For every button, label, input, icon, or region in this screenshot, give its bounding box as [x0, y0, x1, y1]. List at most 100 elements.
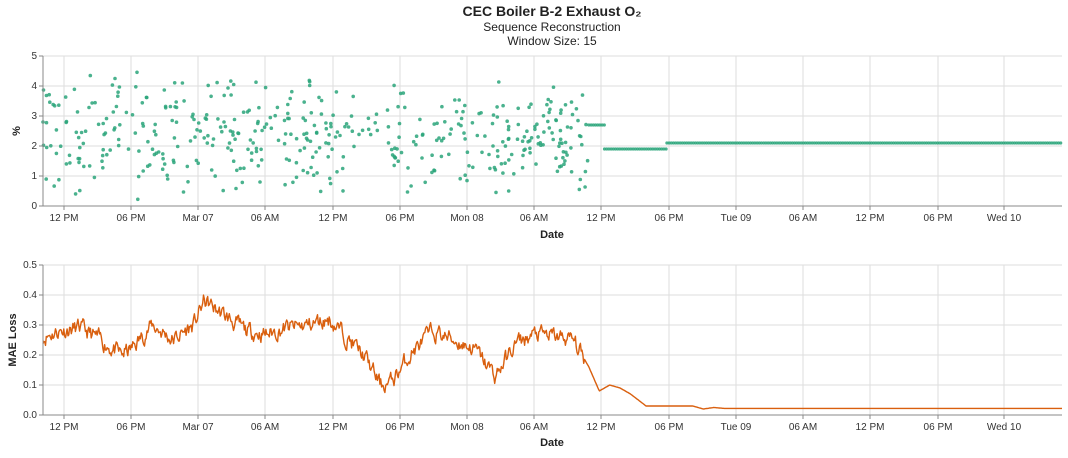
o2-point [979, 141, 984, 145]
o2-point [707, 141, 711, 145]
o2-point [275, 105, 280, 110]
mae-loss-line [42, 294, 1062, 410]
o2-point [876, 141, 880, 145]
o2-point [430, 153, 434, 157]
o2-point [1041, 141, 1045, 145]
o2-y-tick-label: 2 [31, 141, 37, 152]
o2-point [324, 141, 328, 145]
o2-point [814, 141, 819, 145]
o2-x-tick-label: 06 PM [924, 213, 953, 224]
o2-point [298, 148, 302, 153]
o2-point [401, 91, 406, 95]
o2-point [491, 113, 496, 117]
o2-point [163, 106, 168, 110]
o2-point [720, 141, 724, 145]
o2-point [457, 98, 462, 102]
o2-point [305, 170, 310, 175]
o2-point [222, 120, 226, 124]
mae-y-tick-label: 0.3 [23, 320, 37, 331]
o2-point [439, 154, 444, 159]
o2-point [801, 141, 805, 145]
o2-x-tick-label: Tue 09 [721, 213, 752, 224]
o2-point [287, 158, 292, 163]
o2-point [206, 83, 210, 88]
o2-point [759, 141, 764, 145]
o2-point [495, 149, 500, 153]
o2-point [542, 130, 546, 134]
o2-point [724, 141, 728, 145]
o2-point [210, 143, 215, 148]
mae-y-tick-label: 0.4 [23, 290, 37, 301]
o2-point [397, 135, 401, 139]
o2-point [709, 141, 713, 145]
o2-point [488, 166, 492, 171]
o2-point [175, 144, 180, 149]
o2-point [931, 141, 935, 145]
o2-point [440, 104, 444, 109]
chart-window-size: Window Size: 15 [507, 34, 597, 48]
mae-x-tick-label: Mon 08 [450, 422, 484, 433]
o2-point [241, 110, 246, 114]
o2-point [229, 93, 233, 97]
o2-point [773, 141, 777, 145]
o2-point [973, 141, 977, 145]
o2-point [569, 126, 573, 130]
o2-point [559, 108, 563, 112]
o2-point [863, 141, 867, 145]
o2-point [213, 174, 217, 178]
o2-point [742, 141, 746, 145]
o2-point [405, 190, 410, 194]
o2-point [569, 170, 574, 174]
o2-point [251, 141, 255, 145]
o2-point [328, 181, 333, 186]
o2-point [704, 141, 709, 145]
o2-point [44, 93, 49, 98]
o2-point [341, 155, 346, 159]
o2-point [674, 141, 678, 145]
o2-point [64, 162, 69, 166]
o2-point [555, 169, 560, 174]
o2-point [509, 152, 514, 157]
o2-point [174, 105, 179, 110]
o2-point [257, 105, 261, 110]
o2-point [828, 141, 832, 145]
o2-point [103, 131, 108, 135]
o2-point [938, 141, 942, 145]
o2-point [1004, 141, 1008, 145]
o2-point [777, 141, 781, 145]
o2-point [563, 140, 568, 145]
o2-point [463, 103, 467, 108]
o2-point [324, 121, 328, 125]
o2-point [399, 150, 404, 155]
o2-point [1015, 141, 1019, 145]
o2-point [577, 134, 582, 138]
o2-point [392, 163, 397, 168]
o2-point [78, 188, 82, 193]
o2-point [885, 141, 889, 145]
o2-point [839, 141, 843, 145]
o2-point [506, 124, 511, 129]
o2-point [955, 141, 959, 145]
o2-point [75, 110, 80, 114]
o2-point [49, 144, 53, 148]
o2-point [922, 141, 926, 145]
o2-point [260, 128, 264, 133]
o2-point [87, 105, 91, 110]
o2-point [140, 121, 145, 126]
o2-point [676, 141, 680, 145]
o2-point [118, 123, 122, 127]
o2-point [505, 119, 510, 123]
o2-point [340, 166, 345, 171]
o2-point [803, 141, 808, 145]
o2-point [160, 167, 165, 171]
o2-point [563, 159, 567, 163]
o2-point [54, 151, 59, 156]
o2-point [467, 164, 471, 168]
o2-point [933, 141, 937, 145]
o2-point [554, 156, 558, 160]
o2-point [946, 141, 951, 145]
o2-point [58, 144, 63, 148]
o2-point [283, 182, 287, 187]
o2-point [92, 175, 97, 180]
o2-point [655, 147, 659, 151]
